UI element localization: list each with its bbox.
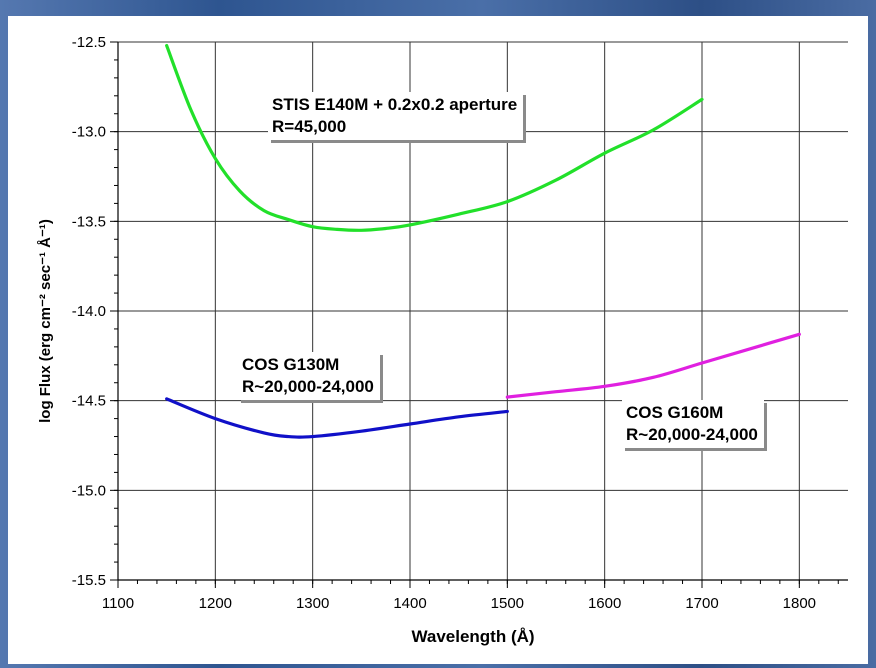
y-tick-label: -14.5 [72,393,106,410]
x-tick-label: 1200 [199,595,232,612]
x-tick-label: 1100 [102,595,134,612]
annotation-cos-g130m: COS G130M R~20,000-24,000 [238,352,380,400]
y-axis-label: log Flux (erg cm⁻² sec⁻¹ Å⁻¹) [37,219,54,423]
y-tick-label: -15.5 [72,572,106,589]
y-tick-label: -13.0 [72,124,106,141]
series-line-0 [165,43,704,232]
x-tick-label: 1600 [588,595,621,612]
x-axis-label: Wavelength (Å) [411,627,534,646]
x-tick-label: 1400 [393,595,426,612]
x-tick-label: 1700 [685,595,718,612]
annotation-cos-g160m: COS G160M R~20,000-24,000 [622,400,764,448]
annotation-g130m-line1: COS G130M [242,355,340,374]
x-tick-label: 1800 [783,595,816,612]
annotation-stis: STIS E140M + 0.2x0.2 aperture R=45,000 [268,92,524,140]
x-tick-label: 1500 [491,595,524,612]
y-tick-label: -15.0 [72,482,106,499]
annotation-g160m-line2: R~20,000-24,000 [626,425,758,444]
x-tick-label: 1300 [296,595,329,612]
y-tick-label: -12.5 [72,34,106,51]
y-tick-label: -13.5 [72,213,106,230]
annotation-stis-line1: STIS E140M + 0.2x0.2 aperture [272,95,518,114]
annotation-g130m-line2: R~20,000-24,000 [242,377,374,396]
annotation-g160m-line1: COS G160M [626,403,724,422]
annotation-stis-line2: R=45,000 [272,117,347,136]
y-tick-label: -14.0 [72,303,106,320]
